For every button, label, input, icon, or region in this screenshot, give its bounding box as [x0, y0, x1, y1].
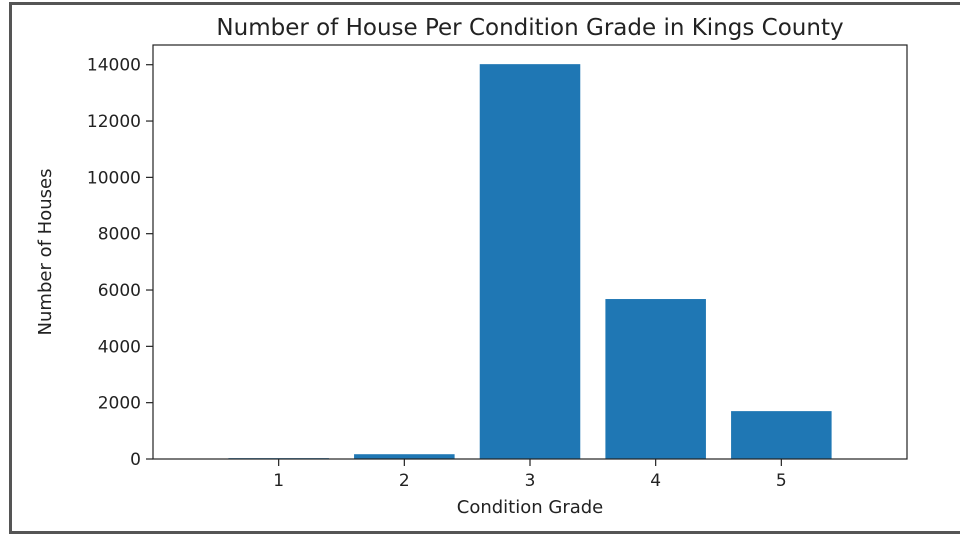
y-tick-label: 4000 — [98, 337, 141, 357]
bar-grade-4 — [605, 299, 706, 459]
x-axis-title: Condition Grade — [457, 497, 604, 518]
y-tick-label: 8000 — [98, 225, 141, 245]
y-axis-title: Number of Houses — [35, 169, 56, 336]
y-tick-label: 6000 — [98, 281, 141, 301]
bars-group — [228, 64, 832, 459]
y-tick-label: 10000 — [87, 168, 141, 188]
x-tick-label: 1 — [273, 471, 284, 491]
y-tick-label: 2000 — [98, 394, 141, 414]
bar-grade-5 — [731, 411, 832, 459]
y-tick-label: 0 — [130, 450, 141, 470]
x-tick-label: 3 — [525, 471, 536, 491]
chart-title: Number of House Per Condition Grade in K… — [216, 15, 843, 41]
x-tick-label: 2 — [399, 471, 410, 491]
bar-grade-2 — [354, 454, 455, 459]
x-tick-label: 5 — [776, 471, 787, 491]
y-tick-label: 14000 — [87, 56, 141, 76]
y-axis: 0 2000 4000 6000 8000 10000 12000 14000 — [87, 56, 153, 470]
y-tick-label: 12000 — [87, 112, 141, 132]
bar-grade-3 — [479, 64, 581, 459]
x-axis: 1 2 3 4 5 — [273, 459, 787, 491]
x-tick-label: 4 — [650, 471, 661, 491]
